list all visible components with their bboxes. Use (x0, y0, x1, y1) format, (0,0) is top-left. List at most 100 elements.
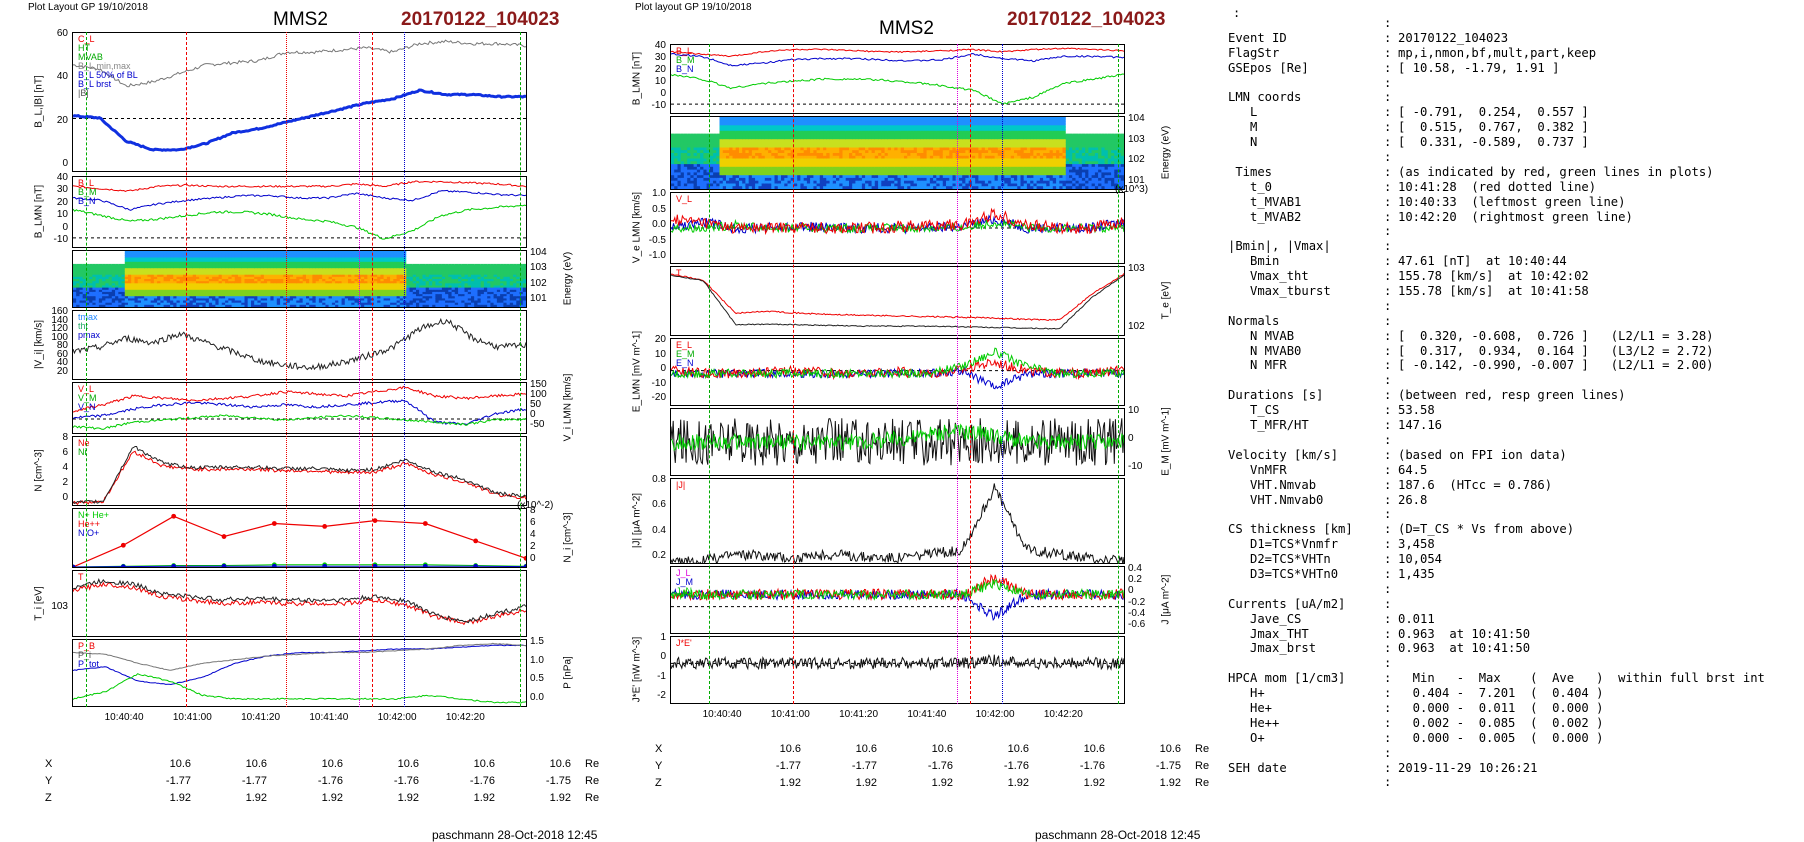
info-separator: : (1384, 31, 1398, 46)
left-layout-header: Plot Layout GP 19/10/2018 (28, 2, 148, 13)
info-row: FlagStr:mp,i,nmon,bf,mult,part,keep (1228, 46, 1765, 61)
info-row: : (1228, 746, 1765, 761)
y-tick-label: 10 (42, 209, 68, 220)
ephem-value: 10.6 (801, 740, 877, 757)
spectrogram-cell (781, 186, 785, 189)
left-ylabel-4: |V_i| [km/s] (34, 300, 45, 390)
info-row: N MVAB0:[ 0.317, 0.934, 0.164 ] (L3/L2 =… (1228, 344, 1765, 359)
density-point (121, 543, 126, 548)
y-tick-label: 20 (42, 197, 68, 208)
info-key: N (1228, 135, 1384, 150)
info-separator: : (1384, 463, 1398, 478)
info-value: 187.6 (HTcc = 0.786) (1398, 478, 1552, 492)
left-ylabel-1: B_L,|B| [nT] (34, 57, 45, 147)
y-tick-label: -10 (42, 234, 68, 245)
info-value: 0.404 - 7.201 ( 0.404 ) (1398, 686, 1603, 700)
info-value: 53.58 (1398, 403, 1435, 417)
ephem-value: -1.75 (495, 772, 571, 789)
spectrogram-cell (338, 305, 342, 307)
info-value: 0.011 (1398, 612, 1435, 626)
info-key: Jmax_THT (1228, 627, 1384, 642)
ephem-value: 10.6 (419, 755, 495, 772)
ephem-value: 10.6 (191, 755, 267, 772)
left-trace-he-plus-plus (73, 516, 526, 567)
spectrogram-cell (138, 305, 142, 307)
spectrogram-cell (393, 305, 397, 307)
info-value: 0.963 at 10:41:50 (1398, 627, 1530, 641)
t0-red-dotted-line (286, 32, 287, 707)
legend-entry: V_N (78, 402, 96, 412)
ephem-value: -1.76 (877, 757, 953, 774)
ephem-axis-label: X (45, 755, 115, 772)
info-key: D2=TCS*VHTn (1228, 552, 1384, 567)
spectrogram-cell (329, 305, 333, 307)
spectrogram-cell (500, 305, 504, 307)
ephem-value: 1.92 (267, 789, 343, 806)
info-separator: : (1384, 165, 1398, 180)
scale-note: (x10^-2) (517, 500, 553, 511)
left-trace-o-plus (73, 566, 526, 567)
info-key: T_CS (1228, 403, 1384, 418)
density-point (222, 534, 227, 539)
spectrogram-cell (374, 305, 378, 307)
ephem-axis-label: Z (45, 789, 115, 806)
y-tick-label: 60 (42, 28, 68, 39)
ephem-value: -1.76 (953, 757, 1029, 774)
left-trace-ni (73, 447, 526, 504)
spectrogram-cell (96, 305, 100, 307)
y-tick-label-right: 0.0 (530, 692, 544, 703)
ephem-value: 1.92 (419, 789, 495, 806)
left-ylabel-right-3: Energy (eV) (563, 234, 574, 324)
density-point (524, 556, 526, 561)
info-key: Vmax_tht (1228, 269, 1384, 284)
info-separator: : (1384, 76, 1398, 91)
info-key: |Bmin|, |Vmax| (1228, 239, 1384, 254)
info-row: t_MVAB1:10:40:33 (leftmost green line) (1228, 195, 1765, 210)
info-row: M:[ 0.515, 0.767, 0.382 ] (1228, 120, 1765, 135)
info-key: L (1228, 105, 1384, 120)
info-row: Event ID:20170122_104023 (1228, 31, 1765, 46)
left-ylabel-6: N [cm^-3] (34, 426, 45, 516)
info-value: 64.5 (1398, 463, 1427, 477)
spectrogram-cell (238, 305, 242, 307)
info-key: t_MVAB1 (1228, 195, 1384, 210)
left-trace-vi-magnitude (73, 319, 526, 369)
info-key: He++ (1228, 716, 1384, 731)
y-tick-label: 20 (640, 64, 666, 75)
info-value: (D=T_CS * Vs from above) (1398, 522, 1574, 536)
info-row: Jmax_brst:0.963 at 10:41:50 (1228, 641, 1765, 656)
info-value: 10:41:28 (red dotted line) (1398, 180, 1596, 194)
spectrogram-cell (303, 305, 307, 307)
ephem-value: 10.6 (877, 740, 953, 757)
y-tick-label: 0 (42, 158, 68, 169)
info-separator: : (1384, 120, 1398, 135)
ephem-value: 1.92 (495, 789, 571, 806)
info-separator: : (1384, 180, 1398, 195)
info-separator: : (1384, 388, 1398, 403)
spectrogram-cell (745, 186, 749, 189)
info-key: D1=TCS*Vnmfr (1228, 537, 1384, 552)
left-trace-b-l (73, 90, 526, 150)
info-key: Times (1228, 165, 1384, 180)
info-key: Vmax_tburst (1228, 284, 1384, 299)
info-row: He++: 0.002 - 0.085 ( 0.002 ) (1228, 716, 1765, 731)
info-row: : (1228, 433, 1765, 448)
left-spacecraft-title: MMS2 (273, 9, 328, 31)
info-value: 0.000 - 0.011 ( 0.000 ) (1398, 701, 1603, 715)
left-ylabel-right-5: V_i LMN [km/s] (563, 363, 574, 453)
ephem-unit: Re (1181, 774, 1209, 791)
y-tick-label-right: -50 (530, 419, 544, 430)
info-key: VHT.Nmvab (1228, 478, 1384, 493)
y-tick-label-right: 2 (530, 541, 536, 552)
y-tick-label: 0 (640, 88, 666, 99)
spectrogram-cell (736, 186, 740, 189)
spectrogram-cell (102, 305, 106, 307)
ephem-unit: Re (571, 755, 599, 772)
left-footer: paschmann 28-Oct-2018 12:45 (432, 828, 597, 842)
info-separator: : (1384, 61, 1398, 76)
spectrogram-cell (228, 305, 232, 307)
info-key: N MFR (1228, 358, 1384, 373)
info-value: 10:42:20 (rightmost green line) (1398, 210, 1633, 224)
